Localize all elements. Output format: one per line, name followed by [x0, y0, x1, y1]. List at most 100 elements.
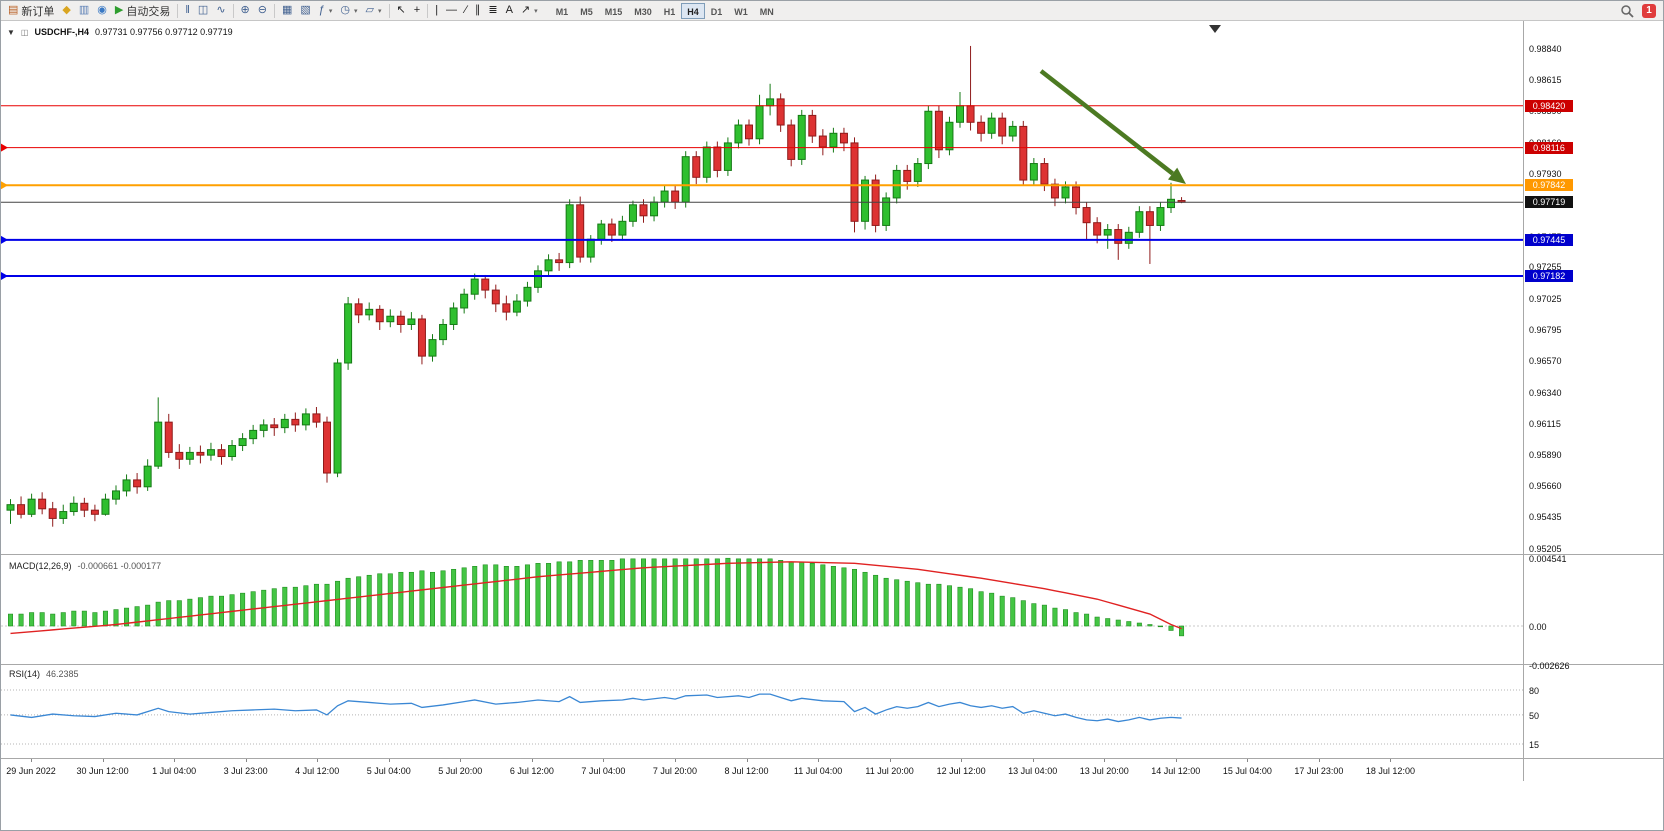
macd-histogram-bar [187, 598, 193, 627]
candle [238, 438, 247, 447]
macd-histogram-bar [208, 595, 214, 627]
macd-histogram-bar [946, 585, 952, 627]
main-price-chart[interactable] [1, 21, 1523, 554]
candle [850, 142, 859, 222]
toolbar-separator [427, 3, 429, 18]
macd-histogram-bar [335, 580, 341, 627]
trendline-icon[interactable]: ∕ [461, 2, 471, 20]
macd-histogram-bar [229, 594, 235, 627]
rsi-panel[interactable] [1, 665, 1523, 758]
autotrade-button-icon: ▶ [114, 4, 124, 16]
rsi-tick-label: 80 [1529, 686, 1540, 696]
time-label: 5 Jul 20:00 [438, 766, 483, 776]
support-line-1[interactable] [1, 235, 1523, 244]
macd-histogram-bar [514, 566, 520, 627]
data-window-icon[interactable]: ◉ [93, 2, 111, 20]
text-icon: A [505, 4, 513, 16]
autotrade-button[interactable]: ▶ 自动交易 [111, 2, 174, 20]
chart-shift-marker[interactable] [1209, 25, 1221, 33]
macd-histogram-bar [1063, 609, 1069, 627]
macd-histogram-bar [830, 566, 836, 627]
candle [660, 190, 669, 203]
trend-arrow-annotation[interactable] [1039, 69, 1186, 184]
price-badge-0.97719: 0.97719 [1525, 196, 1573, 209]
macd-histogram-bar [651, 558, 657, 627]
ohlc-bars-icon[interactable]: ‖ [181, 2, 194, 20]
macd-histogram-bar [630, 558, 636, 627]
candle [481, 278, 490, 291]
arrows-icon[interactable]: ↗ ▾ [517, 2, 542, 20]
macd-histogram-bar [176, 600, 182, 627]
macd-histogram-bar [219, 595, 225, 627]
fibonacci-icon[interactable]: ≣ [484, 2, 501, 20]
channel-icon[interactable]: ∥ [471, 2, 485, 20]
new-order-button[interactable]: ▤ 新订单 [4, 2, 58, 20]
resistance-line-2[interactable] [1, 143, 1523, 152]
pivot-line-orange[interactable] [1, 181, 1523, 190]
candle [1124, 231, 1133, 244]
line-chart-icon[interactable]: ∿ [212, 2, 229, 20]
price-tick-label: 0.95660 [1529, 481, 1562, 492]
cursor-icon: ↖ [396, 4, 406, 16]
candle [1029, 163, 1038, 181]
search-icon[interactable] [1620, 4, 1634, 18]
price-tick-label: 0.96115 [1529, 418, 1561, 429]
panel-divider-macd[interactable] [1, 554, 1663, 555]
timeframe-m30[interactable]: M30 [634, 6, 652, 17]
macd-tick-label: -0.002626 [1529, 661, 1570, 672]
vertical-line-icon[interactable]: | [431, 2, 442, 20]
timeframe-w1[interactable]: W1 [734, 6, 748, 17]
zoom-in-icon[interactable]: ⊕ [237, 2, 254, 20]
periods-icon[interactable]: ◷ ▾ [336, 2, 361, 20]
candlestick-mini-icon: ◫ [20, 27, 29, 37]
indicators-icon[interactable]: ƒ ▾ [315, 2, 337, 20]
cursor-icon[interactable]: ↖ [393, 2, 410, 20]
price-axis[interactable]: 0.988400.986150.983900.981600.979300.977… [1523, 21, 1663, 781]
support-line-2[interactable] [1, 272, 1523, 281]
candle [428, 339, 437, 357]
candle [386, 315, 395, 323]
quick-trade-toggle-icon[interactable]: ▼ [7, 27, 15, 37]
zoom-out-icon: ⊖ [257, 4, 267, 16]
timeframe-m1[interactable]: M1 [555, 6, 569, 17]
candlestick-chart-icon[interactable]: ◫ [194, 2, 212, 20]
time-tick [531, 759, 533, 762]
templates-icon[interactable]: ▱ ▾ [362, 2, 386, 20]
candle [344, 303, 353, 364]
tile-windows-icon[interactable]: ▦ [278, 2, 296, 20]
candle [924, 110, 933, 165]
price-badge-0.98420: 0.98420 [1525, 99, 1573, 112]
text-icon[interactable]: A [502, 2, 517, 20]
macd-panel[interactable] [1, 555, 1523, 664]
notification-badge[interactable]: 1 [1642, 3, 1656, 18]
candle [818, 135, 827, 148]
symbols-icon[interactable]: ◆ [58, 2, 74, 20]
macd-histogram-bar [408, 571, 414, 627]
price-tick-label: 0.96340 [1529, 387, 1562, 398]
macd-histogram-bar [29, 612, 35, 627]
panel-divider-rsi[interactable] [1, 664, 1663, 665]
timeframe-mn[interactable]: MN [759, 6, 774, 17]
candle [755, 105, 764, 140]
zoom-out-icon[interactable]: ⊖ [254, 2, 271, 20]
timeframe-m15[interactable]: M15 [604, 6, 623, 17]
timeframe-d1[interactable]: D1 [710, 6, 723, 17]
cascade-windows-icon[interactable]: ▧ [296, 2, 314, 20]
macd-histogram-bar [155, 601, 161, 627]
market-watch-icon[interactable]: ▥ [75, 2, 93, 20]
macd-histogram-bar [820, 564, 826, 627]
horizontal-line-icon[interactable]: — [442, 2, 461, 20]
time-tick [674, 759, 676, 762]
macd-histogram-bar [1157, 625, 1163, 628]
candle [555, 259, 564, 264]
chart-area: ▼ ◫ USDCHF-,H4 0.97731 0.97756 0.97712 0… [1, 21, 1663, 830]
candle [396, 315, 405, 325]
crosshair-icon[interactable]: + [410, 2, 424, 20]
time-axis[interactable]: 29 Jun 2022 30 Jun 12:00 1 Jul 04:00 3 Jul … [1, 759, 1523, 781]
timeframe-h4[interactable]: H4 [681, 2, 705, 19]
time-label: 12 Jul 12:00 [936, 766, 986, 776]
timeframe-h1[interactable]: H1 [663, 6, 676, 17]
macd-histogram-bar [640, 558, 646, 627]
timeframe-m5[interactable]: M5 [580, 6, 593, 17]
candle [956, 105, 964, 123]
